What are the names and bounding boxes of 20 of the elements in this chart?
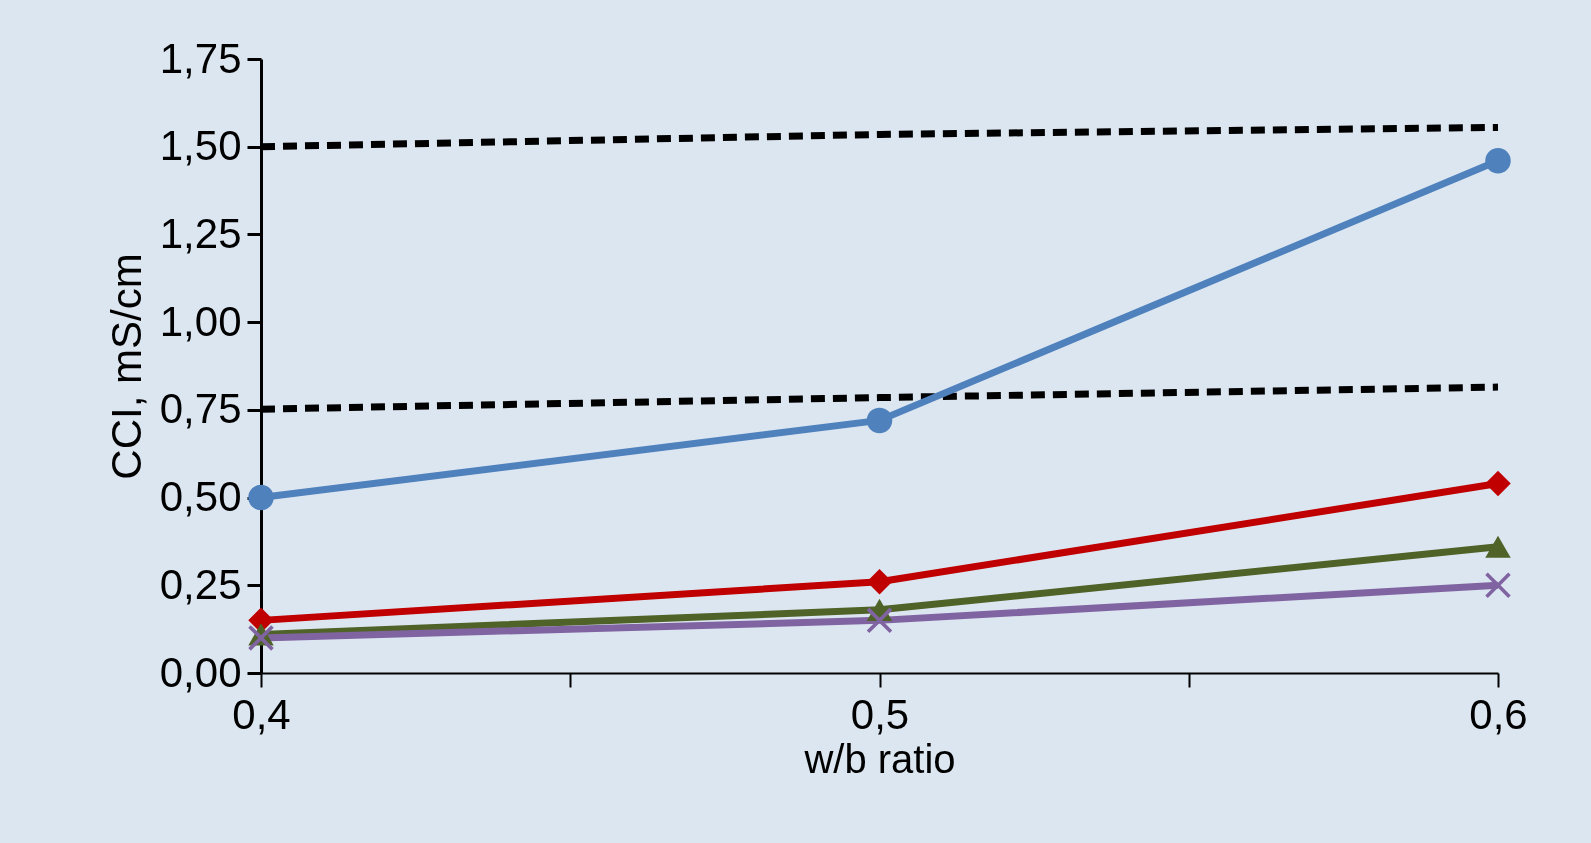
y-tick-label: 0,75 [159, 385, 242, 433]
y-tick-label: 1,00 [159, 297, 242, 345]
y-tick-label: 0,25 [159, 560, 242, 608]
y-tick-label: 1,25 [159, 209, 242, 257]
y-tick-label: 1,75 [159, 34, 242, 82]
y-tick-label: 1,50 [159, 122, 242, 170]
point [1485, 470, 1511, 497]
x-tick-label: 0,6 [1469, 690, 1528, 738]
point [1485, 535, 1511, 558]
point [1485, 572, 1511, 599]
point [866, 407, 893, 434]
point [248, 484, 274, 511]
y-tick-label: 0,50 [159, 473, 242, 521]
y-axis-title: CCI, mS/cm [102, 253, 150, 480]
x-tick-label: 0,5 [850, 690, 910, 738]
point [1485, 148, 1511, 174]
x-axis-title: w/b ratio [803, 736, 956, 781]
point [866, 607, 893, 634]
point [866, 569, 893, 595]
point [248, 625, 274, 651]
